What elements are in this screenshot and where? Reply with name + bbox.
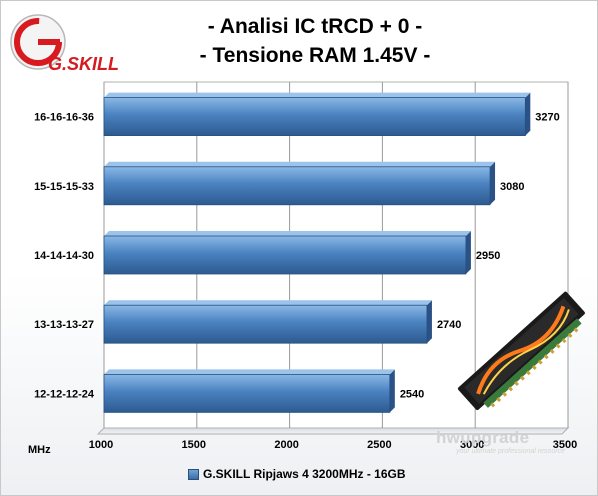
category-label: 13-13-13-27 bbox=[34, 319, 94, 331]
bar-side bbox=[426, 300, 432, 344]
x-tick-label: 2000 bbox=[274, 439, 298, 451]
title-line-2: - Tensione RAM 1.45V - bbox=[199, 44, 431, 67]
bar-top bbox=[104, 92, 531, 98]
bar-top bbox=[104, 300, 432, 306]
title-line-1: - Analisi IC tRCD + 0 - bbox=[207, 15, 423, 38]
x-tick-label: 3000 bbox=[460, 439, 484, 451]
bar-side bbox=[465, 231, 471, 274]
category-label: 16-16-16-36 bbox=[34, 112, 94, 124]
plot-floor bbox=[96, 427, 570, 435]
chart-title: - Analisi IC tRCD + 0 - - Tensione RAM 1… bbox=[150, 12, 480, 70]
bar-top bbox=[104, 231, 471, 236]
bar-side bbox=[490, 161, 496, 205]
x-tick-label: 1000 bbox=[89, 439, 113, 451]
x-tick-label: 2500 bbox=[367, 439, 391, 451]
value-label: 3080 bbox=[500, 181, 524, 193]
watermark-main: hwupgrade bbox=[436, 428, 530, 447]
bar bbox=[103, 235, 467, 275]
x-tick-label: 1500 bbox=[182, 439, 206, 451]
bar-top bbox=[104, 369, 395, 375]
watermark: hwupgrade your ultimate professional res… bbox=[436, 428, 596, 476]
gskill-logo: G.SKILL bbox=[10, 14, 119, 74]
bar bbox=[103, 166, 491, 206]
ram-module-image bbox=[457, 291, 585, 411]
bar-side bbox=[525, 92, 531, 136]
value-label: 2540 bbox=[400, 388, 424, 400]
logo-text: G.SKILL bbox=[48, 54, 119, 74]
value-label: 2740 bbox=[437, 319, 461, 331]
category-label: 15-15-15-33 bbox=[34, 181, 94, 193]
bar-top bbox=[104, 161, 496, 167]
bar bbox=[103, 97, 526, 136]
value-label: 2950 bbox=[476, 250, 500, 262]
x-axis-label: MHz bbox=[28, 444, 51, 456]
category-label: 14-14-14-30 bbox=[34, 250, 94, 262]
bar bbox=[103, 304, 428, 344]
watermark-sub: your ultimate professional resource bbox=[456, 448, 565, 455]
bar bbox=[103, 373, 391, 413]
legend-label: G.SKILL Ripjaws 4 3200MHz - 16GB bbox=[203, 467, 406, 481]
x-tick-label: 3500 bbox=[553, 439, 577, 451]
category-label: 12-12-12-24 bbox=[34, 388, 95, 400]
legend: G.SKILL Ripjaws 4 3200MHz - 16GB bbox=[188, 466, 406, 482]
bar-side bbox=[389, 369, 395, 413]
value-label: 3270 bbox=[535, 112, 559, 124]
legend-swatch bbox=[188, 468, 199, 480]
